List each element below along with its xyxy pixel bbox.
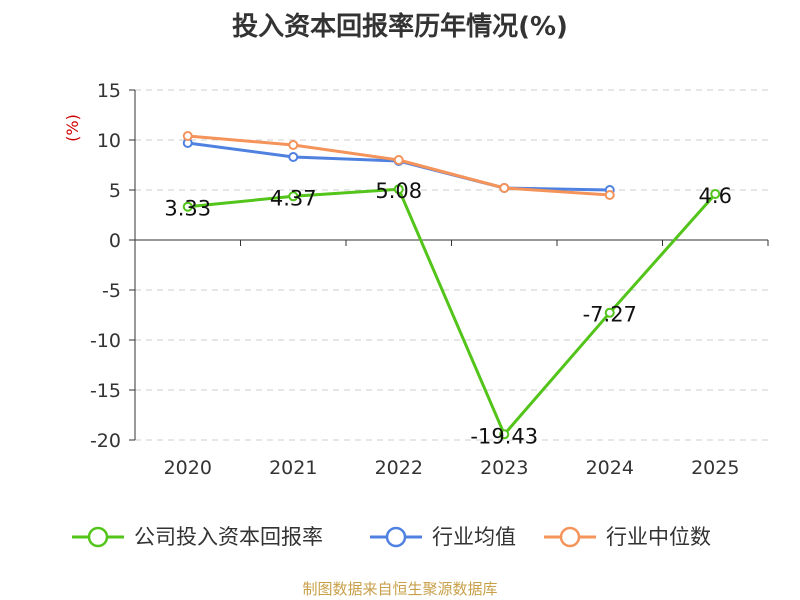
data-point (604, 307, 615, 318)
x-tick-label: 2022 (375, 457, 423, 479)
x-tick-label: 2021 (269, 457, 317, 479)
legend-label: 公司投入资本回报率 (134, 525, 323, 549)
data-point (393, 155, 404, 165)
legend-item[interactable]: 行业中位数 (544, 525, 711, 549)
y-tick-label: -20 (90, 430, 121, 452)
data-label-layer: 3.33 4.37 5.08 -19.43 -7.27 4.6 (164, 179, 732, 448)
data-point (393, 184, 404, 195)
legend-marker (385, 526, 407, 548)
data-label: -19.43 (470, 424, 538, 448)
data-label: 4.37 (270, 186, 317, 210)
y-tick-label: -15 (90, 380, 121, 402)
x-tick-label: 2020 (164, 457, 212, 479)
y-tick-label: 5 (109, 180, 121, 202)
y-tick-label: 0 (109, 230, 121, 252)
data-point (499, 183, 510, 193)
y-tick-label: -10 (90, 330, 121, 352)
legend-item[interactable]: 行业均值 (370, 525, 516, 549)
data-point (288, 191, 299, 202)
data-point (604, 190, 615, 200)
series-line-0 (187, 187, 717, 436)
data-point (288, 140, 299, 150)
data-label: 3.33 (164, 197, 211, 221)
x-tick-label: 2025 (691, 457, 739, 479)
y-axis-unit-label: (%) (63, 114, 82, 142)
legend-marker (559, 526, 581, 548)
x-tick-label: 2024 (586, 457, 634, 479)
data-point (182, 131, 193, 141)
legend-marker (87, 526, 109, 548)
y-tick-label: -5 (102, 280, 121, 302)
source-note: 制图数据来自恒生聚源数据库 (302, 580, 498, 598)
legend-item[interactable]: 公司投入资本回报率 (72, 525, 323, 549)
data-point (499, 429, 510, 440)
data-point (710, 189, 721, 199)
grid-layer (135, 89, 768, 441)
legend-label: 行业均值 (432, 525, 516, 549)
series-layer (182, 131, 721, 440)
chart-title: 投入资本回报率历年情况(%) (232, 12, 568, 42)
data-label: 5.08 (375, 179, 422, 203)
data-point (182, 201, 193, 212)
y-tick-label: 15 (97, 80, 121, 102)
data-label: 4.6 (699, 184, 732, 208)
y-tick-label: 10 (97, 130, 121, 152)
data-label: -7.27 (583, 303, 637, 327)
x-tick-label: 2023 (480, 457, 528, 479)
data-point (288, 152, 299, 162)
axis-layer: 15 10 5 0 -5 -10 -15 -20 2020 2021 2022 2023 2024 202… (63, 80, 769, 479)
legend[interactable]: 公司投入资本回报率 行业均值 行业中位数 (72, 525, 711, 549)
legend-label: 行业中位数 (606, 525, 711, 549)
